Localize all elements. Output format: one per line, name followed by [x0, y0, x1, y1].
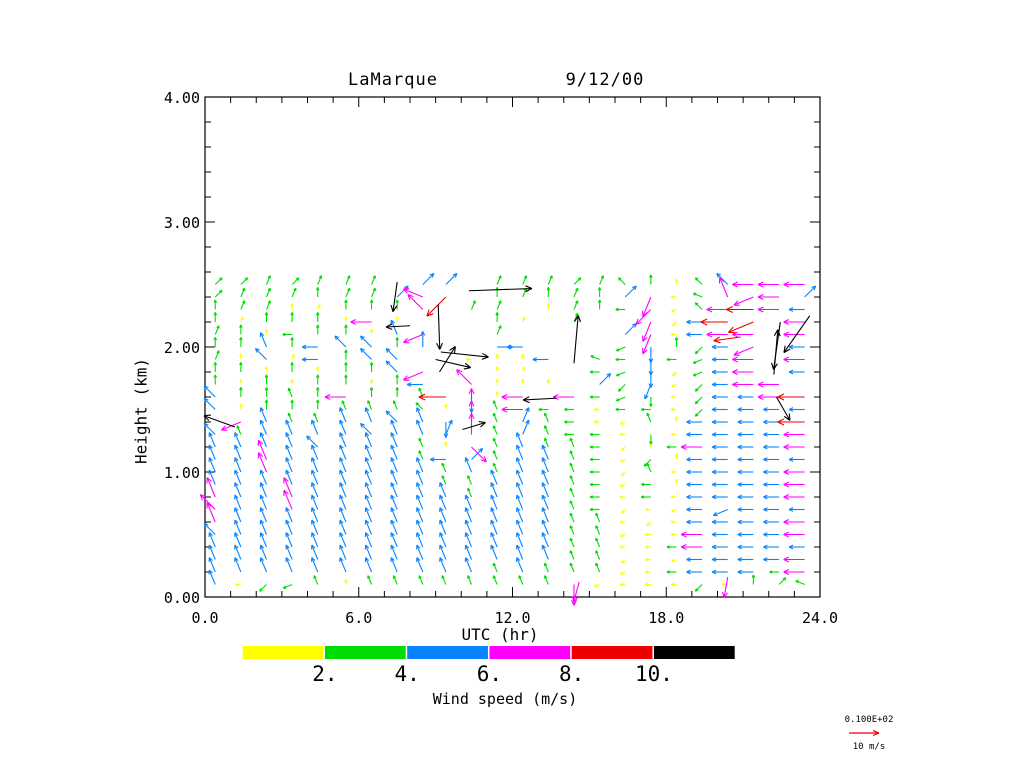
x-tick-label: 6.0 [345, 609, 373, 627]
colorbar-segment [407, 646, 488, 659]
reference-arrow-speed: 10 m/s [852, 742, 886, 752]
y-tick-label: 0.00 [163, 589, 200, 607]
colorbar-segment [489, 646, 571, 659]
y-tick-label: 2.00 [163, 339, 200, 357]
colorbar-segment [571, 646, 653, 659]
y-tick-label: 3.00 [163, 214, 200, 232]
colorbar-tick-label: 10. [634, 662, 673, 686]
x-tick-label: 12.0 [494, 609, 531, 627]
x-tick-label: 18.0 [648, 609, 685, 627]
reference-arrow-value: 0.100E+02 [844, 715, 894, 725]
colorbar-tick-label: 2. [312, 662, 338, 686]
date-label: 9/12/00 [565, 70, 645, 90]
colorbar-segment [653, 646, 735, 659]
colorbar-segment [242, 646, 324, 659]
site-title: LaMarque [348, 70, 438, 90]
colorbar-segment [324, 646, 406, 659]
colorbar-tick-label: 4. [394, 662, 420, 686]
x-axis-label: UTC (hr) [461, 625, 539, 644]
y-tick-label: 4.00 [163, 89, 200, 107]
colorbar-tick-label: 6. [476, 662, 503, 686]
colorbar-tick-label: 8. [559, 662, 585, 686]
colorbar-label: Wind speed (m/s) [432, 690, 578, 708]
x-tick-label: 0.0 [191, 609, 219, 627]
y-tick-label: 1.00 [163, 464, 200, 482]
x-tick-label: 24.0 [801, 609, 839, 627]
